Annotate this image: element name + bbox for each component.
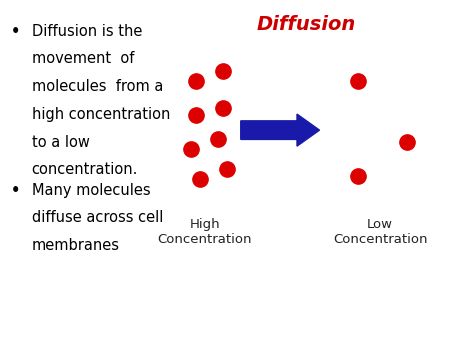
Text: movement  of: movement of bbox=[32, 51, 134, 66]
Text: High
Concentration: High Concentration bbox=[158, 218, 252, 246]
Text: concentration.: concentration. bbox=[32, 162, 138, 177]
Text: Diffusion: Diffusion bbox=[256, 15, 356, 34]
Text: molecules  from a: molecules from a bbox=[32, 79, 163, 94]
Text: to a low: to a low bbox=[32, 135, 90, 149]
Text: •: • bbox=[11, 183, 21, 197]
Text: high concentration: high concentration bbox=[32, 107, 170, 122]
Text: membranes: membranes bbox=[32, 238, 120, 253]
FancyArrow shape bbox=[241, 114, 320, 146]
Text: Diffusion is the: Diffusion is the bbox=[32, 24, 142, 39]
Text: Low
Concentration: Low Concentration bbox=[333, 218, 428, 246]
Text: Many molecules: Many molecules bbox=[32, 183, 150, 197]
Text: diffuse across cell: diffuse across cell bbox=[32, 210, 163, 225]
Text: •: • bbox=[11, 24, 21, 39]
